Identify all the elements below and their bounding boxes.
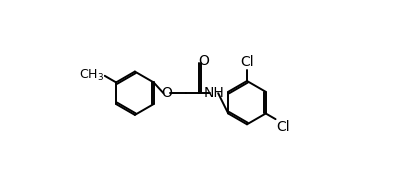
Text: O: O xyxy=(162,86,172,100)
Text: NH: NH xyxy=(204,86,225,100)
Text: O: O xyxy=(198,54,209,68)
Text: Cl: Cl xyxy=(276,120,290,134)
Text: Cl: Cl xyxy=(240,55,254,69)
Text: CH$_3$: CH$_3$ xyxy=(79,68,104,83)
